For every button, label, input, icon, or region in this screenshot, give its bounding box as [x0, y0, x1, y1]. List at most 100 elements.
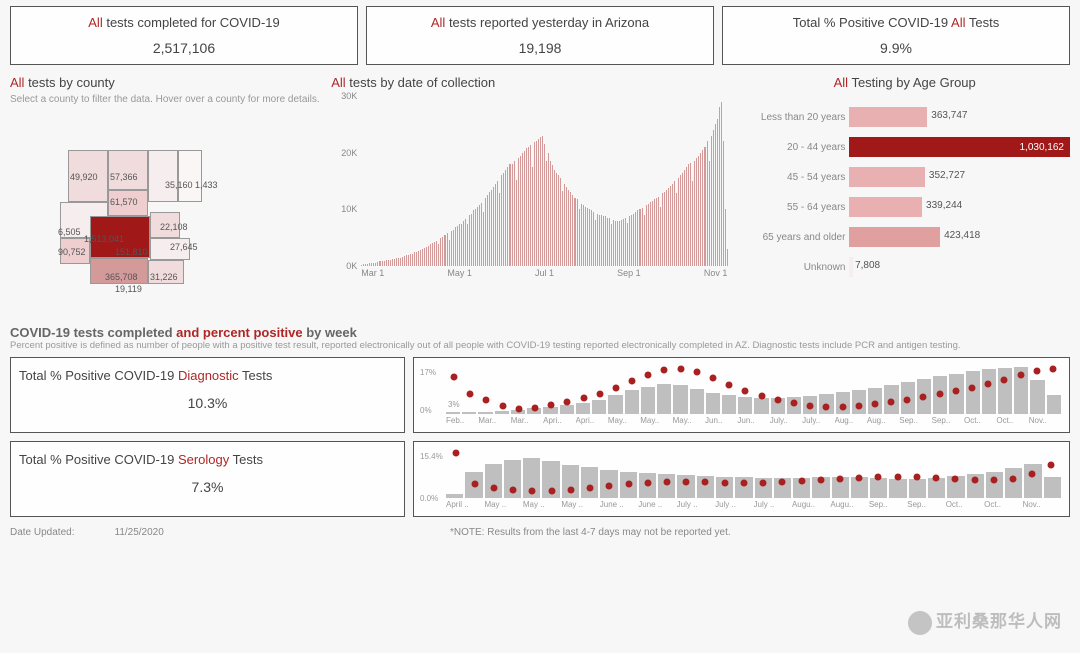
date-bar[interactable]	[652, 201, 653, 266]
date-bar[interactable]	[579, 209, 580, 266]
date-bar[interactable]	[418, 251, 419, 266]
date-bar[interactable]	[544, 144, 545, 266]
percent-positive-dot[interactable]	[664, 479, 671, 486]
date-bar[interactable]	[682, 173, 683, 267]
date-bar[interactable]	[597, 214, 598, 266]
date-bar[interactable]	[420, 250, 421, 266]
date-bar[interactable]	[676, 193, 677, 266]
date-bar[interactable]	[631, 215, 632, 266]
percent-positive-dot[interactable]	[529, 488, 536, 495]
map-county[interactable]	[108, 150, 148, 190]
date-bar[interactable]	[469, 215, 470, 266]
date-bar[interactable]	[503, 173, 504, 267]
percent-positive-dot[interactable]	[888, 398, 895, 405]
date-bar[interactable]	[509, 164, 510, 266]
date-bar[interactable]	[658, 197, 659, 266]
date-bar[interactable]	[379, 261, 380, 266]
date-bar[interactable]	[613, 220, 614, 266]
date-bar[interactable]	[599, 215, 600, 266]
date-bar[interactable]	[436, 241, 437, 267]
percent-positive-dot[interactable]	[452, 449, 459, 456]
percent-positive-dot[interactable]	[564, 398, 571, 405]
date-bar[interactable]	[424, 248, 425, 266]
date-bar[interactable]	[684, 170, 685, 266]
date-bar[interactable]	[489, 192, 490, 266]
date-bar[interactable]	[388, 260, 389, 266]
percent-positive-dot[interactable]	[693, 369, 700, 376]
date-bar[interactable]	[548, 153, 549, 266]
date-bar[interactable]	[516, 180, 517, 266]
date-bar[interactable]	[455, 227, 456, 266]
date-bar[interactable]	[678, 178, 679, 266]
percent-positive-dot[interactable]	[952, 388, 959, 395]
date-bar[interactable]	[593, 212, 594, 266]
percent-positive-dot[interactable]	[1049, 365, 1056, 372]
date-bar[interactable]	[398, 258, 399, 266]
date-bar[interactable]	[384, 261, 385, 266]
date-bar[interactable]	[690, 163, 691, 266]
date-bar[interactable]	[430, 244, 431, 266]
date-bar[interactable]	[711, 136, 712, 266]
date-bar[interactable]	[371, 263, 372, 266]
percent-positive-dot[interactable]	[1001, 376, 1008, 383]
date-bar[interactable]	[534, 142, 535, 266]
age-row[interactable]: Less than 20 years363,747	[739, 104, 1070, 130]
date-bar[interactable]	[442, 237, 443, 266]
date-bar[interactable]	[566, 187, 567, 266]
percent-positive-dot[interactable]	[612, 384, 619, 391]
percent-positive-dot[interactable]	[920, 394, 927, 401]
date-bar[interactable]	[615, 221, 616, 266]
date-bar[interactable]	[440, 238, 441, 266]
percent-positive-dot[interactable]	[839, 403, 846, 410]
date-bar[interactable]	[725, 209, 726, 266]
percent-positive-dot[interactable]	[875, 474, 882, 481]
age-row[interactable]: 55 - 64 years339,244	[739, 194, 1070, 220]
percent-positive-dot[interactable]	[1033, 368, 1040, 375]
percent-positive-dot[interactable]	[532, 404, 539, 411]
date-bar[interactable]	[564, 184, 565, 266]
percent-positive-dot[interactable]	[726, 381, 733, 388]
date-bar[interactable]	[577, 199, 578, 266]
date-bar[interactable]	[644, 215, 645, 266]
percent-positive-dot[interactable]	[710, 374, 717, 381]
percent-positive-dot[interactable]	[936, 391, 943, 398]
date-bar[interactable]	[396, 258, 397, 266]
date-bar[interactable]	[487, 195, 488, 266]
percent-positive-dot[interactable]	[856, 475, 863, 482]
date-bar[interactable]	[558, 175, 559, 266]
date-bar[interactable]	[589, 209, 590, 266]
date-bar[interactable]	[491, 190, 492, 267]
date-bar[interactable]	[713, 130, 714, 266]
percent-positive-dot[interactable]	[1009, 476, 1016, 483]
date-bar[interactable]	[583, 205, 584, 266]
date-bar[interactable]	[605, 216, 606, 266]
date-bar[interactable]	[721, 102, 722, 266]
date-bar[interactable]	[680, 175, 681, 266]
date-bar[interactable]	[633, 214, 634, 266]
date-bar[interactable]	[485, 198, 486, 266]
percent-positive-dot[interactable]	[471, 481, 478, 488]
date-bar[interactable]	[727, 249, 728, 266]
date-bar[interactable]	[394, 259, 395, 266]
percent-positive-dot[interactable]	[817, 477, 824, 484]
date-bar[interactable]	[481, 203, 482, 266]
date-bar[interactable]	[493, 187, 494, 266]
diagnostic-chart[interactable]: 17%0%3%Feb..Mar..Mar..Apri..Apri..May..M…	[413, 357, 1070, 433]
date-bar[interactable]	[532, 167, 533, 266]
date-bar[interactable]	[698, 156, 699, 267]
date-bar[interactable]	[595, 220, 596, 266]
date-bar[interactable]	[447, 233, 448, 266]
date-bar[interactable]	[475, 209, 476, 266]
date-bar[interactable]	[617, 221, 618, 266]
date-bar[interactable]	[408, 255, 409, 266]
date-bar[interactable]	[505, 170, 506, 266]
percent-positive-dot[interactable]	[702, 479, 709, 486]
date-bar[interactable]	[603, 216, 604, 266]
date-bar[interactable]	[552, 165, 553, 266]
date-bar[interactable]	[607, 218, 608, 266]
date-bar[interactable]	[528, 147, 529, 266]
date-bar[interactable]	[635, 212, 636, 266]
percent-positive-dot[interactable]	[721, 480, 728, 487]
date-bar[interactable]	[625, 218, 626, 266]
date-bar[interactable]	[542, 136, 543, 266]
